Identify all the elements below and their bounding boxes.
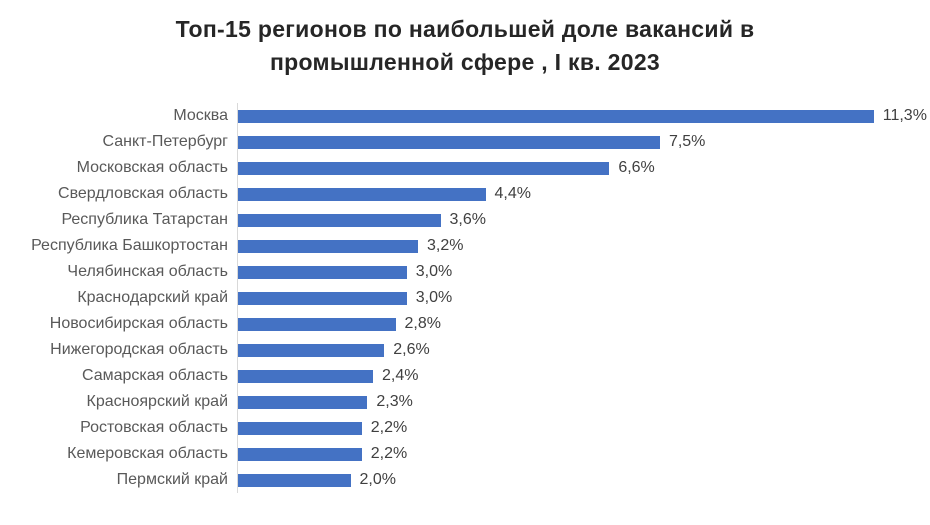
bar	[238, 447, 362, 461]
bar-track: 3,2%	[237, 233, 930, 259]
category-label: Республика Башкортостан	[31, 237, 228, 254]
value-label: 2,4%	[382, 367, 419, 384]
value-label: 3,2%	[427, 237, 464, 254]
bar-track: 2,4%	[237, 363, 930, 389]
bar	[238, 265, 407, 279]
category-label: Челябинская область	[67, 263, 228, 280]
value-label: 2,2%	[370, 419, 408, 436]
category-label: Ростовская область	[80, 419, 228, 436]
bar	[238, 161, 610, 175]
bar-track: 2,6%	[237, 337, 930, 363]
category-label: Свердловская область	[58, 185, 228, 202]
bar-row: Республика Татарстан 3,6%	[0, 207, 930, 233]
bar	[238, 213, 441, 227]
value-label: 2,6%	[393, 341, 430, 358]
bar	[238, 291, 407, 305]
bar	[238, 317, 396, 331]
value-label: 11,3%	[882, 107, 927, 124]
chart-title: Топ-15 регионов по наибольшей доле вакан…	[0, 0, 930, 79]
bar-row: Нижегородская область 2,6%	[0, 337, 930, 363]
bar	[238, 395, 368, 409]
bar-row: Ростовская область 2,2%	[0, 415, 930, 441]
bar-row: Свердловская область 4,4%	[0, 181, 930, 207]
bar-row: Новосибирская область 2,8%	[0, 311, 930, 337]
value-label: 2,3%	[376, 393, 413, 410]
bar-row: Республика Башкортостан 3,2%	[0, 233, 930, 259]
bar-row: Красноярский край 2,3%	[0, 389, 930, 415]
category-label: Республика Татарстан	[61, 211, 228, 228]
chart-title-line-2: промышленной сфере , I кв. 2023	[269, 49, 661, 75]
bar	[238, 421, 362, 435]
category-label: Краснодарский край	[77, 289, 228, 306]
bar-track: 3,0%	[237, 259, 930, 285]
category-label: Москва	[173, 107, 228, 124]
value-label: 3,0%	[415, 263, 453, 280]
bar-row: Пермский край 2,0%	[0, 467, 930, 493]
bar-track: 2,0%	[237, 467, 930, 493]
bar-track: 2,2%	[237, 415, 930, 441]
bar-row: Краснодарский край 3,0%	[0, 285, 930, 311]
bar	[238, 135, 660, 149]
bar-row: Самарская область 2,4%	[0, 363, 930, 389]
bar-track: 11,3%	[237, 103, 930, 129]
category-label: Кемеровская область	[67, 445, 228, 462]
category-label: Нижегородская область	[50, 341, 228, 358]
value-label: 2,2%	[370, 445, 408, 462]
bar-track: 2,2%	[237, 441, 930, 467]
bar-track: 3,6%	[237, 207, 930, 233]
bar	[238, 109, 874, 123]
value-label: 3,6%	[449, 211, 486, 228]
bar-row: Санкт-Петербург 7,5%	[0, 129, 930, 155]
value-label: 2,8%	[404, 315, 441, 332]
category-label: Санкт-Петербург	[102, 133, 228, 150]
bar-track: 6,6%	[237, 155, 930, 181]
plot-area: Москва 11,3% Санкт-Петербург 7,5% Московская…	[0, 103, 930, 493]
category-label: Новосибирская область	[49, 315, 228, 332]
value-label: 6,6%	[618, 159, 655, 176]
value-label: 3,0%	[415, 289, 453, 306]
bar-row: Челябинская область 3,0%	[0, 259, 930, 285]
value-label: 7,5%	[668, 133, 706, 150]
bar-row: Москва 11,3%	[0, 103, 930, 129]
bar-track: 2,8%	[237, 311, 930, 337]
category-label: Красноярский край	[86, 393, 228, 410]
bar-track: 7,5%	[237, 129, 930, 155]
value-label: 4,4%	[494, 185, 531, 202]
category-label: Самарская область	[81, 367, 228, 384]
chart-title-line-1: Топ-15 регионов по наибольшей доле вакан…	[175, 16, 755, 42]
bar-track: 2,3%	[237, 389, 930, 415]
bar-row: Московская область 6,6%	[0, 155, 930, 181]
bar	[238, 343, 385, 357]
bar-track: 3,0%	[237, 285, 930, 311]
bar	[238, 187, 486, 201]
category-label: Московская область	[76, 159, 228, 176]
bar	[238, 239, 419, 253]
category-label: Пермский край	[116, 471, 228, 488]
bar-row: Кемеровская область 2,2%	[0, 441, 930, 467]
bar-track: 4,4%	[237, 181, 930, 207]
bar	[238, 473, 351, 487]
value-label: 2,0%	[359, 471, 396, 488]
bar	[238, 369, 374, 383]
